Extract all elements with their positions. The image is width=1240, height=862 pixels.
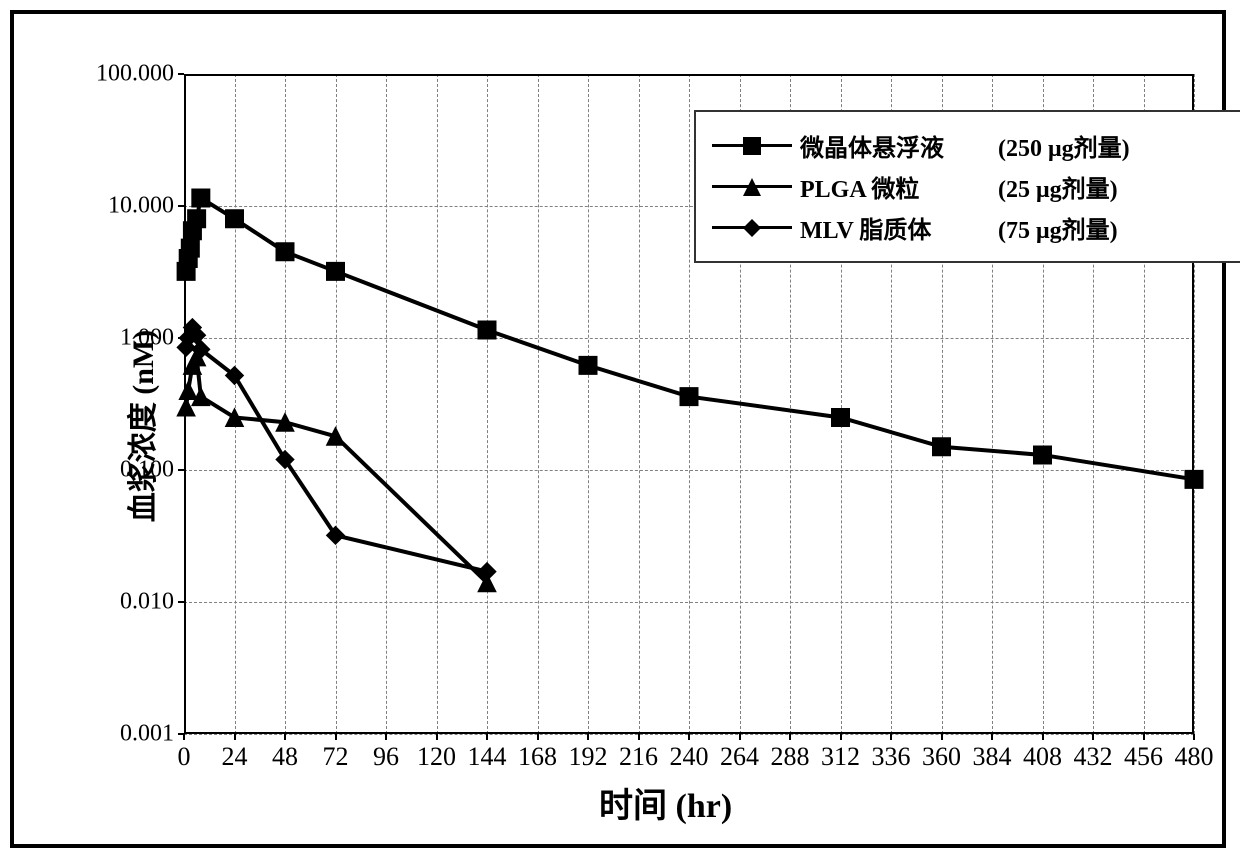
- x-tick: [638, 734, 640, 740]
- x-tick: [840, 734, 842, 740]
- x-tick-label: 288: [771, 742, 810, 772]
- x-tick: [789, 734, 791, 740]
- x-tick: [284, 734, 286, 740]
- x-tick: [234, 734, 236, 740]
- x-tick: [537, 734, 539, 740]
- legend-dose: (250 μg剂量): [998, 128, 1130, 163]
- x-tick-label: 240: [670, 742, 709, 772]
- chart-frame: 0.0010.0100.1001.00010.000100.0000244872…: [10, 10, 1226, 848]
- y-tick-label: 100.000: [96, 61, 174, 88]
- x-tick-label: 72: [323, 742, 349, 772]
- legend-row: PLGA 微粒 (25 μg剂量): [712, 169, 1240, 204]
- x-tick-label: 264: [720, 742, 759, 772]
- x-tick: [335, 734, 337, 740]
- x-tick: [1092, 734, 1094, 740]
- legend-label: MLV 脂质体: [800, 210, 980, 245]
- x-tick-label: 144: [468, 742, 507, 772]
- x-tick-label: 480: [1175, 742, 1214, 772]
- x-tick: [890, 734, 892, 740]
- x-tick-label: 96: [373, 742, 399, 772]
- x-tick: [587, 734, 589, 740]
- x-tick-label: 432: [1074, 742, 1113, 772]
- y-tick-label: 0.001: [120, 721, 174, 748]
- legend-row: MLV 脂质体 (75 μg剂量): [712, 210, 1240, 245]
- chart-container: 0.0010.0100.1001.00010.000100.0000244872…: [54, 44, 1234, 844]
- legend-swatch: [712, 176, 792, 198]
- legend-swatch: [712, 135, 792, 157]
- y-tick-label: 10.000: [108, 193, 174, 220]
- legend-label: 微晶体悬浮液: [800, 128, 980, 163]
- x-tick: [688, 734, 690, 740]
- x-tick: [385, 734, 387, 740]
- legend-label: PLGA 微粒: [800, 169, 980, 204]
- x-axis-label: 时间 (hr): [599, 778, 732, 827]
- x-tick: [1042, 734, 1044, 740]
- legend-dose: (25 μg剂量): [998, 169, 1118, 204]
- x-tick: [486, 734, 488, 740]
- x-tick-label: 336: [872, 742, 911, 772]
- x-tick-label: 168: [518, 742, 557, 772]
- x-tick: [183, 734, 185, 740]
- x-tick-label: 384: [973, 742, 1012, 772]
- x-tick-label: 192: [569, 742, 608, 772]
- x-tick-label: 456: [1124, 742, 1163, 772]
- y-axis-label: 血浆浓度 (nM): [118, 330, 162, 522]
- x-tick: [739, 734, 741, 740]
- x-tick-label: 408: [1023, 742, 1062, 772]
- x-tick-label: 312: [821, 742, 860, 772]
- x-tick: [1193, 734, 1195, 740]
- x-tick-label: 48: [272, 742, 298, 772]
- x-tick-label: 216: [619, 742, 658, 772]
- x-tick: [436, 734, 438, 740]
- legend-dose: (75 μg剂量): [998, 210, 1118, 245]
- x-tick-label: 0: [178, 742, 191, 772]
- x-tick: [1143, 734, 1145, 740]
- x-tick-label: 120: [417, 742, 456, 772]
- legend: 微晶体悬浮液 (250 μg剂量) PLGA 微粒 (25 μg剂量) MLV 脂质体 (…: [694, 110, 1240, 263]
- x-tick: [941, 734, 943, 740]
- legend-swatch: [712, 217, 792, 239]
- x-tick: [991, 734, 993, 740]
- x-tick-label: 24: [222, 742, 248, 772]
- y-tick-label: 0.010: [120, 589, 174, 616]
- legend-row: 微晶体悬浮液 (250 μg剂量): [712, 128, 1240, 163]
- x-tick-label: 360: [922, 742, 961, 772]
